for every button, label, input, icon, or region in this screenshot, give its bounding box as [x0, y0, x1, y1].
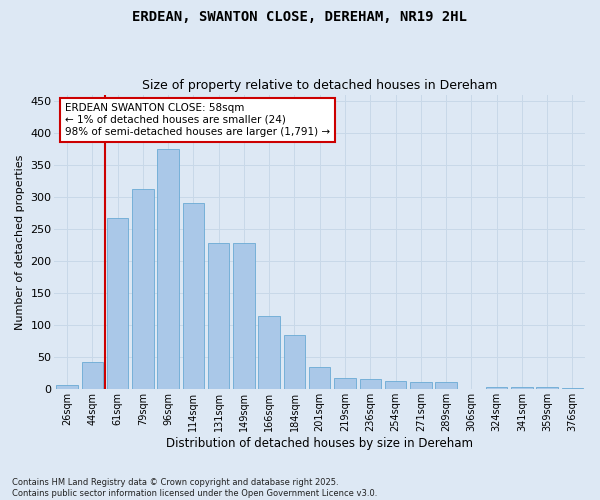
Bar — [259, 316, 280, 390]
Bar — [334, 378, 356, 390]
Bar — [284, 335, 305, 390]
Bar — [385, 381, 406, 390]
Bar — [82, 362, 103, 390]
Y-axis label: Number of detached properties: Number of detached properties — [15, 154, 25, 330]
Bar — [233, 242, 254, 390]
Bar — [436, 382, 457, 390]
Title: Size of property relative to detached houses in Dereham: Size of property relative to detached ho… — [142, 79, 497, 92]
Text: ERDEAN SWANTON CLOSE: 58sqm
← 1% of detached houses are smaller (24)
98% of semi: ERDEAN SWANTON CLOSE: 58sqm ← 1% of deta… — [65, 104, 330, 136]
Bar — [536, 388, 558, 390]
Bar — [511, 388, 533, 390]
Bar — [157, 149, 179, 390]
Bar — [182, 203, 204, 390]
Bar — [359, 379, 381, 390]
Text: ERDEAN, SWANTON CLOSE, DEREHAM, NR19 2HL: ERDEAN, SWANTON CLOSE, DEREHAM, NR19 2HL — [133, 10, 467, 24]
Bar — [410, 382, 431, 390]
Bar — [562, 388, 583, 390]
Bar — [132, 190, 154, 390]
Bar — [107, 218, 128, 390]
Bar — [486, 386, 508, 390]
Bar — [56, 386, 78, 390]
Bar — [208, 242, 229, 390]
Text: Contains HM Land Registry data © Crown copyright and database right 2025.
Contai: Contains HM Land Registry data © Crown c… — [12, 478, 377, 498]
Bar — [309, 367, 331, 390]
X-axis label: Distribution of detached houses by size in Dereham: Distribution of detached houses by size … — [166, 437, 473, 450]
